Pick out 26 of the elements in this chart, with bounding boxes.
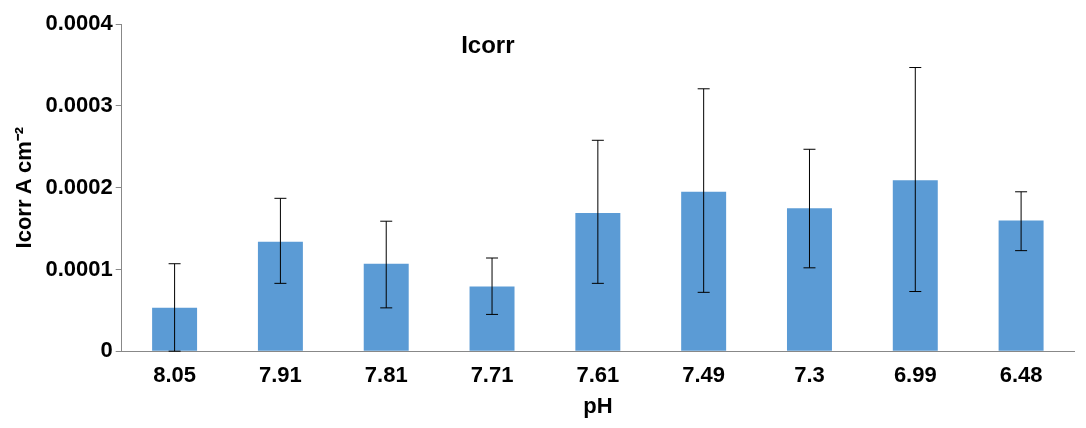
bar — [681, 191, 727, 351]
x-tick-label: 7.71 — [470, 362, 514, 388]
y-tick-label: 0.0003 — [45, 92, 113, 118]
chart-title: Icorr — [461, 30, 515, 58]
x-tick-label: 7.91 — [258, 362, 302, 388]
y-tick-label: 0.0004 — [45, 10, 114, 36]
x-axis-title: pH — [583, 392, 613, 418]
x-tick-label: 7.3 — [794, 362, 825, 388]
bar — [786, 208, 832, 351]
x-tick-label: 8.05 — [153, 362, 197, 388]
bar — [998, 220, 1044, 351]
y-tick-label: 0.0002 — [45, 173, 113, 199]
bar — [257, 241, 303, 351]
x-tick-label: 6.48 — [999, 362, 1043, 388]
y-tick-label: 0 — [100, 337, 113, 363]
bar — [892, 180, 938, 351]
bar — [469, 286, 515, 351]
x-tick-label: 7.81 — [364, 362, 408, 388]
x-tick-label: 7.61 — [576, 362, 620, 388]
y-axis-title: Icorr A cm⁻² — [11, 126, 37, 249]
x-tick-label: 6.99 — [893, 362, 937, 388]
x-tick-label: 7.49 — [682, 362, 726, 388]
y-tick-label: 0.0001 — [45, 255, 113, 281]
bar — [575, 213, 621, 351]
bar — [363, 263, 409, 351]
bar — [152, 307, 198, 351]
